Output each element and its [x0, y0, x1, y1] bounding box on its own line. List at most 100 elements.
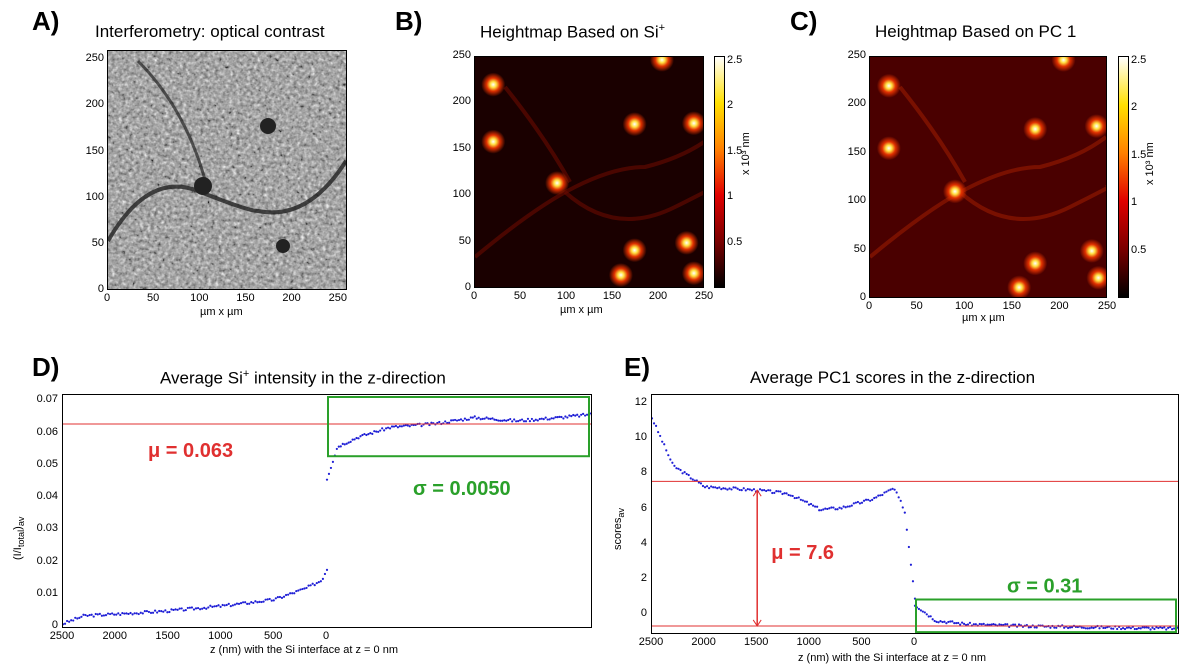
data-point: [852, 502, 855, 505]
data-point: [548, 418, 551, 421]
data-point: [359, 435, 362, 438]
data-point: [665, 449, 668, 452]
data-point: [901, 506, 904, 509]
data-point: [576, 413, 579, 416]
data-point: [1153, 627, 1156, 631]
data-point: [955, 622, 958, 625]
data-point: [65, 619, 69, 623]
panel-a-ytick: 250: [85, 52, 104, 65]
data-point: [1127, 626, 1131, 629]
heatmap-filament: [898, 85, 967, 183]
heatmap-filament: [870, 135, 1106, 259]
mu-arrowhead: [752, 489, 762, 497]
data-point: [830, 506, 833, 509]
panel-b-colorbar: [714, 56, 725, 288]
data-point: [463, 417, 467, 420]
data-point: [117, 612, 120, 615]
panel-d-xtick: 1500: [155, 630, 180, 642]
data-point: [899, 499, 902, 502]
data-point: [141, 612, 144, 615]
data-point: [143, 610, 146, 613]
data-point: [748, 488, 751, 491]
heatmap-hotspot: [1023, 251, 1048, 276]
data-point: [487, 417, 490, 420]
data-point: [63, 623, 65, 626]
data-point: [517, 420, 520, 423]
panel-b-xtick: 250: [694, 290, 714, 302]
panel-c-xlabel: µm x µm: [962, 312, 1005, 324]
data-point: [100, 614, 103, 617]
panel-e-ytick: 0: [640, 607, 647, 620]
data-point: [1157, 626, 1160, 630]
data-point: [388, 427, 392, 430]
data-point: [82, 613, 85, 616]
data-point: [147, 610, 151, 614]
data-point: [1086, 627, 1089, 630]
data-point: [824, 507, 827, 510]
data-point: [805, 500, 809, 503]
panel-b-cbar-tick: 2.5: [727, 53, 743, 66]
data-point: [795, 496, 798, 500]
panel-d-svg: μ = 0.063 σ = 0.0050: [63, 396, 591, 626]
data-point: [992, 622, 995, 626]
data-point: [867, 498, 870, 501]
data-point: [585, 413, 589, 416]
panel-e-xtick: 1500: [743, 636, 769, 648]
data-point: [151, 611, 155, 614]
data-point: [493, 418, 496, 421]
data-point: [836, 508, 839, 511]
panel-e-svg: μ = 7.6 σ = 0.31: [652, 417, 1178, 633]
panel-c-cbar-tick: 1: [1131, 196, 1138, 209]
heatmap-hotspot: [481, 129, 506, 154]
data-point: [377, 430, 380, 433]
data-point: [685, 472, 688, 476]
panel-c-xtick: 100: [955, 300, 974, 312]
data-point: [299, 588, 302, 591]
data-point: [111, 612, 114, 615]
data-point: [513, 418, 516, 421]
data-point: [962, 622, 966, 625]
data-point: [180, 607, 183, 610]
data-point: [730, 488, 733, 491]
data-point: [145, 609, 149, 613]
panel-d-title-main: Average Si: [160, 368, 243, 388]
mu-arrowhead: [752, 619, 762, 627]
data-point: [467, 418, 470, 421]
data-point: [959, 623, 962, 626]
data-point: [746, 488, 749, 491]
data-point: [873, 496, 876, 500]
data-point: [652, 417, 654, 420]
data-point: [542, 418, 545, 421]
data-point: [927, 615, 930, 618]
data-point: [88, 613, 91, 617]
data-point: [301, 587, 304, 591]
data-point: [297, 589, 300, 592]
data-point: [534, 418, 537, 421]
data-point: [697, 481, 700, 484]
panel-d-title-sup: +: [242, 368, 250, 380]
panel-b-ytick: 100: [452, 188, 471, 201]
data-point: [935, 620, 938, 623]
panel-e-ytick: 2: [640, 572, 647, 585]
data-point: [1082, 626, 1085, 629]
data-point: [473, 415, 476, 418]
data-point: [133, 612, 136, 615]
heatmap-hotspot: [681, 261, 703, 286]
panel-b-ytick: 200: [452, 95, 471, 108]
panel-d-ylabel: (I/Itotal)av: [12, 516, 27, 561]
panel-d-ytick: 0.03: [36, 522, 58, 535]
data-point: [266, 598, 269, 601]
data-point: [552, 417, 555, 420]
data-point: [1035, 626, 1038, 629]
data-point: [475, 417, 478, 420]
panel-c-cbar-tick: 2: [1131, 101, 1138, 114]
data-point: [239, 601, 243, 605]
data-point: [1176, 626, 1178, 629]
data-point: [509, 417, 512, 421]
data-point: [1066, 626, 1070, 630]
data-point: [1070, 626, 1074, 629]
data-point: [1123, 627, 1127, 631]
data-point: [303, 587, 306, 590]
data-point: [828, 507, 831, 510]
data-point: [889, 488, 892, 491]
